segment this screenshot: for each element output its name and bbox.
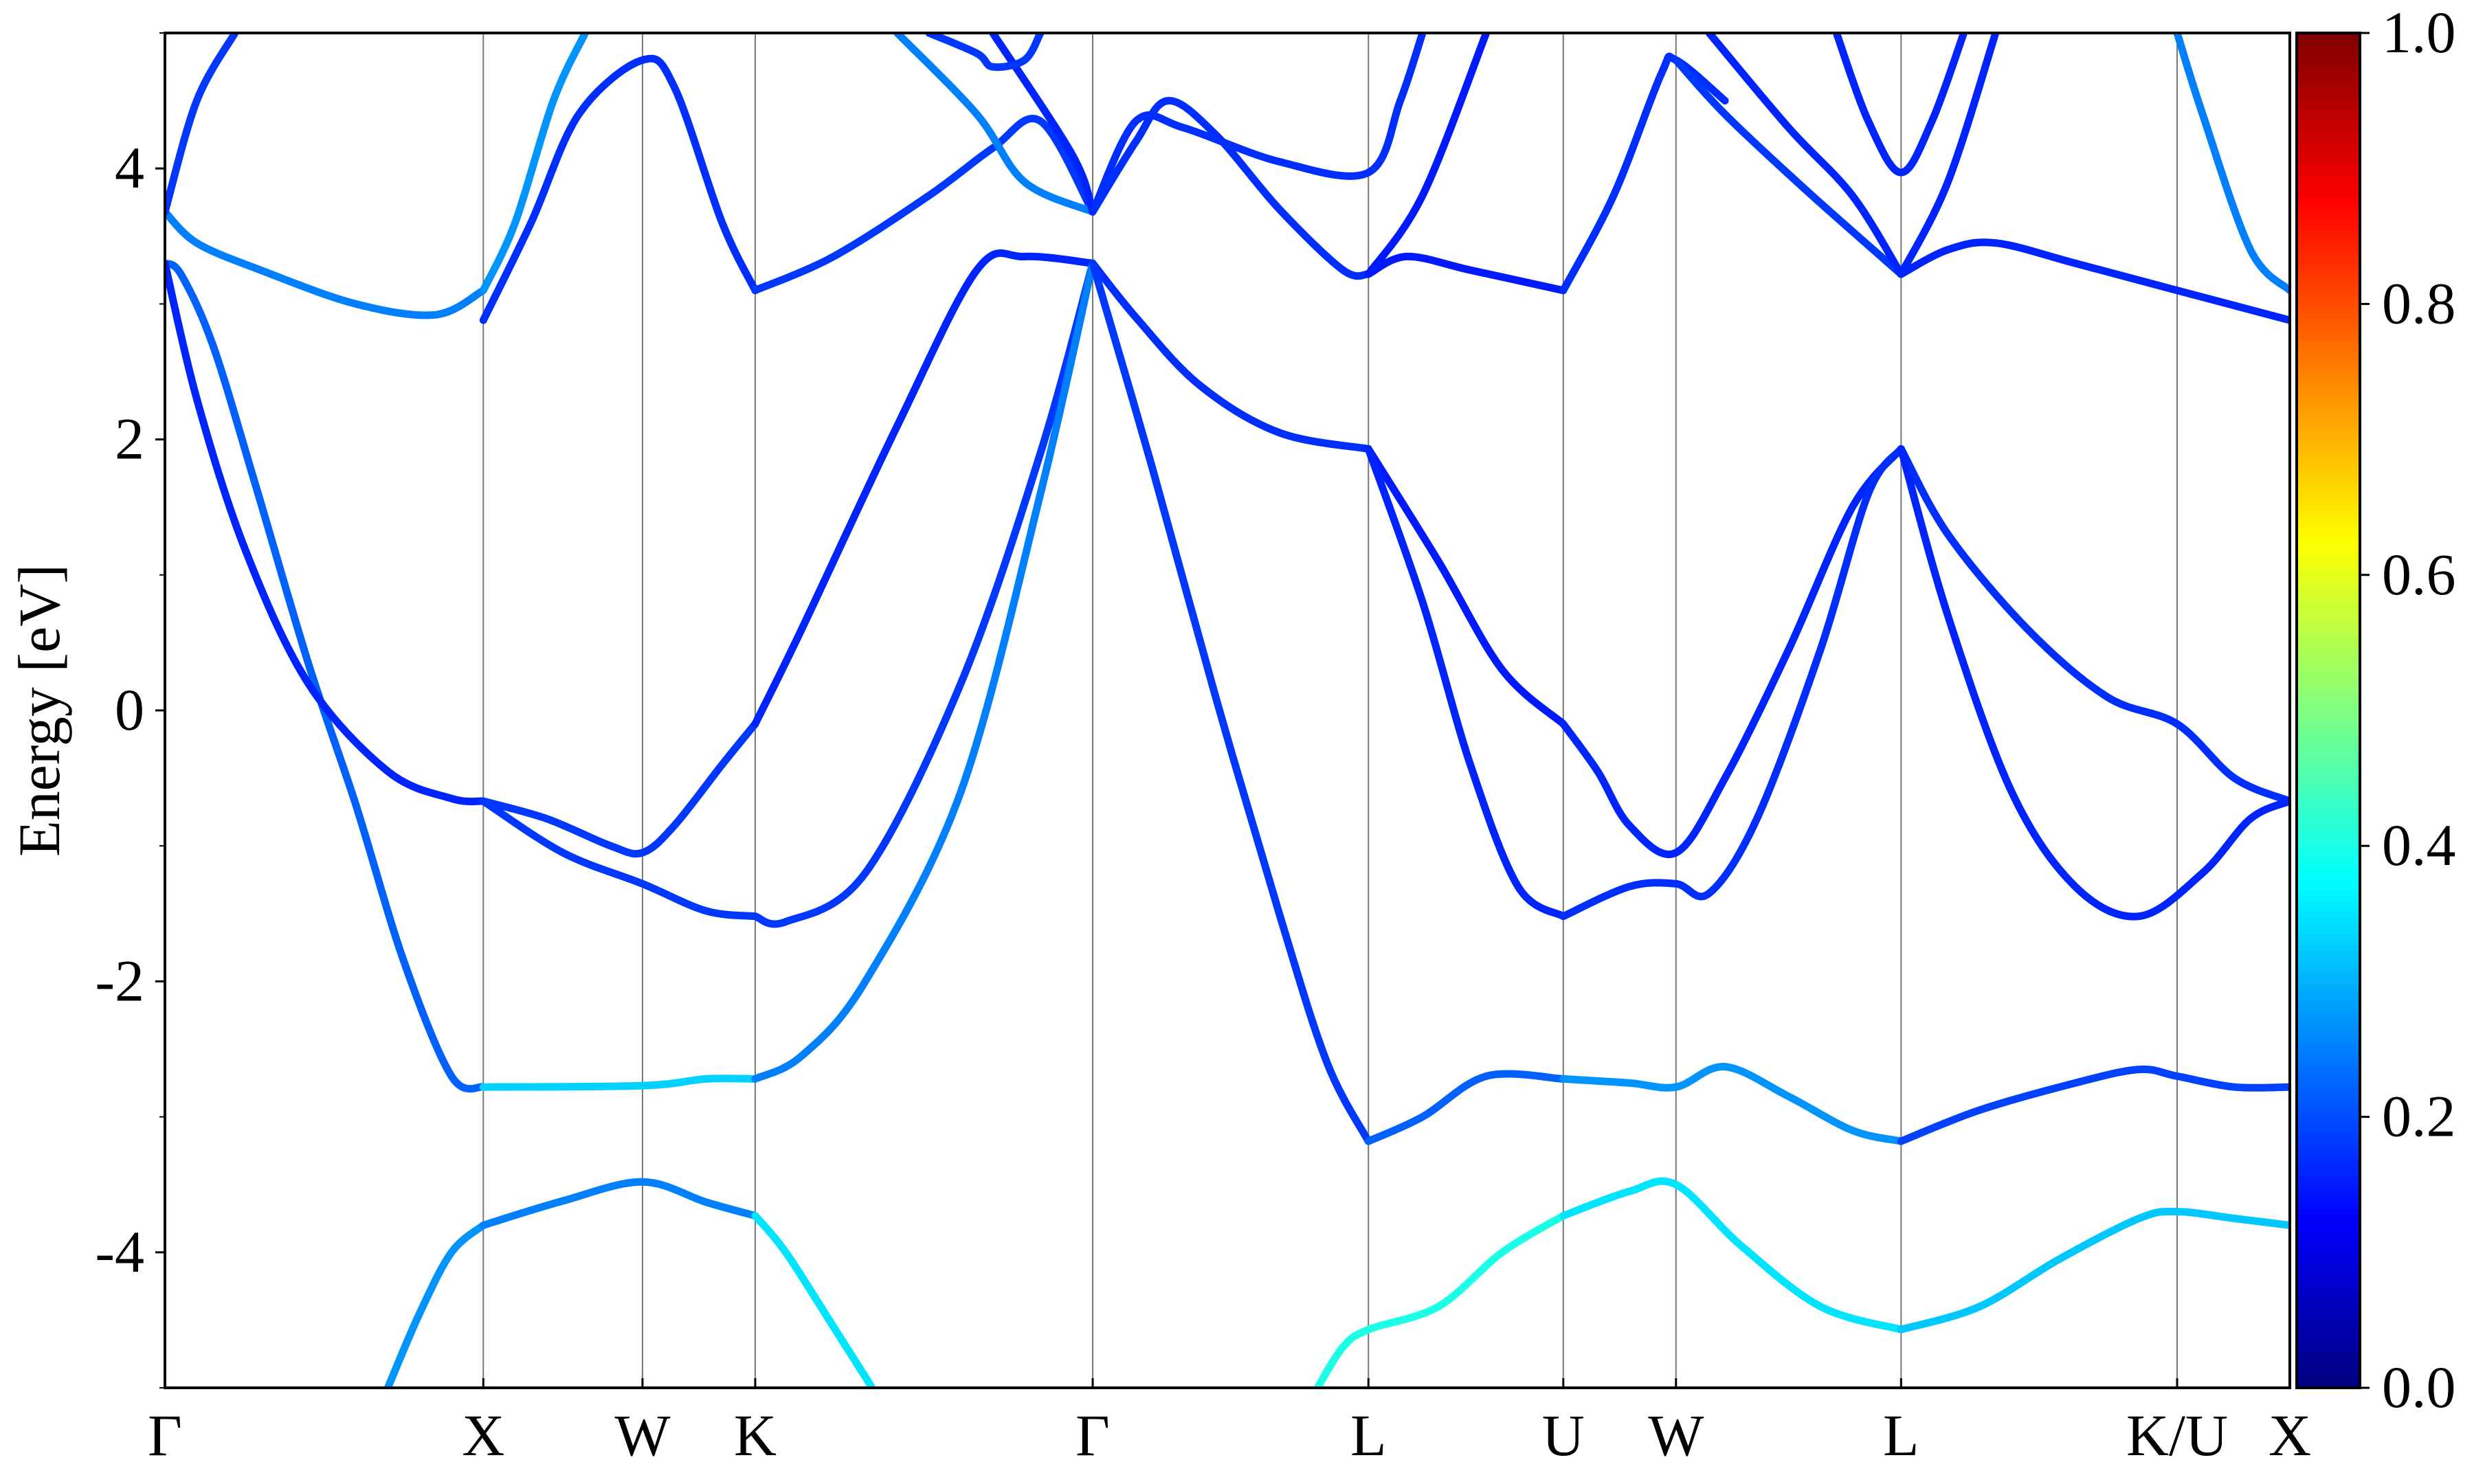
band-line [893, 33, 1097, 216]
band-line [1897, 1065, 2290, 1145]
colorbar-tick-label: 1.0 [2382, 0, 2456, 65]
colorbar-tick-label: 0.6 [2382, 541, 2456, 607]
band-line [479, 33, 589, 295]
band-line [1089, 259, 1372, 1145]
band-line [1672, 56, 1905, 278]
x-tick-label: W [614, 1402, 670, 1468]
band-line [751, 115, 1097, 295]
band-line [165, 259, 487, 1093]
band-line [1089, 259, 1372, 453]
band-line [383, 1221, 487, 1388]
band-line [1089, 97, 1372, 280]
bands [165, 33, 2290, 1388]
band-line [1897, 445, 2290, 805]
x-tick-label: W [1648, 1402, 1704, 1468]
y-tick-label: 0 [115, 677, 144, 743]
y-axis-label: Energy [eV] [6, 564, 72, 857]
band-line [1897, 445, 2290, 921]
band-line [1559, 1177, 1905, 1334]
x-tick-label: Γ [1076, 1402, 1110, 1468]
band-line [1089, 33, 1427, 216]
band-line [165, 33, 239, 216]
band-line [2173, 33, 2290, 295]
band-line [479, 1178, 759, 1229]
band-line [925, 33, 1045, 71]
band-line [1364, 445, 1568, 728]
x-tick-label: K [734, 1402, 777, 1468]
high-symmetry-lines [482, 33, 2178, 1388]
y-tick-label: 2 [115, 406, 144, 472]
band-line [479, 797, 759, 921]
band-line [479, 720, 759, 858]
colorbar [2295, 32, 2361, 1389]
band-line [1364, 33, 1491, 278]
colorbar-tick-label: 0.0 [2382, 1354, 2456, 1420]
x-tick-label: U [1542, 1402, 1585, 1468]
band-line [479, 1075, 759, 1091]
colorbar-axis: 0.0 0.2 0.4 0.6 0.8 1.0 [2360, 0, 2456, 1420]
band-line [1559, 445, 1905, 858]
x-tick-label: K/U [2126, 1402, 2228, 1468]
band-line [1559, 445, 1905, 921]
y-tick-label: 4 [115, 135, 144, 201]
y-tick-label: -2 [95, 947, 144, 1013]
band-line [479, 54, 759, 324]
band-line [1313, 1212, 1568, 1388]
band-line [751, 259, 1097, 1083]
x-tick-label: X [2269, 1402, 2311, 1468]
colorbar-tick-label: 0.2 [2382, 1083, 2456, 1149]
x-tick-label: L [1350, 1402, 1387, 1468]
x-tick-label: X [462, 1402, 504, 1468]
band-line [1832, 33, 1968, 177]
band-line [1705, 33, 1905, 278]
band-line [165, 259, 487, 806]
band-line [1364, 252, 1568, 295]
band-line [751, 249, 1097, 728]
colorbar-tick-label: 0.4 [2382, 812, 2456, 878]
band-line [1897, 1208, 2290, 1334]
band-line [1897, 238, 2290, 324]
band-line [1364, 1070, 1568, 1145]
band-line [1897, 33, 2000, 278]
band-line [1364, 445, 1568, 921]
band-line [989, 33, 1097, 216]
x-axis: Γ X W K Γ L U W L K/U X [148, 1378, 2311, 1468]
band-line [751, 259, 1097, 928]
y-axis: 4 2 0 -2 -4 [95, 32, 165, 1389]
band-line [1559, 1063, 1905, 1145]
y-tick-label: -4 [95, 1219, 144, 1285]
x-tick-label: L [1883, 1402, 1919, 1468]
colorbar-tick-label: 0.8 [2382, 270, 2456, 336]
x-tick-label: Γ [148, 1402, 182, 1468]
band-line [165, 207, 487, 319]
band-line [751, 1212, 876, 1388]
